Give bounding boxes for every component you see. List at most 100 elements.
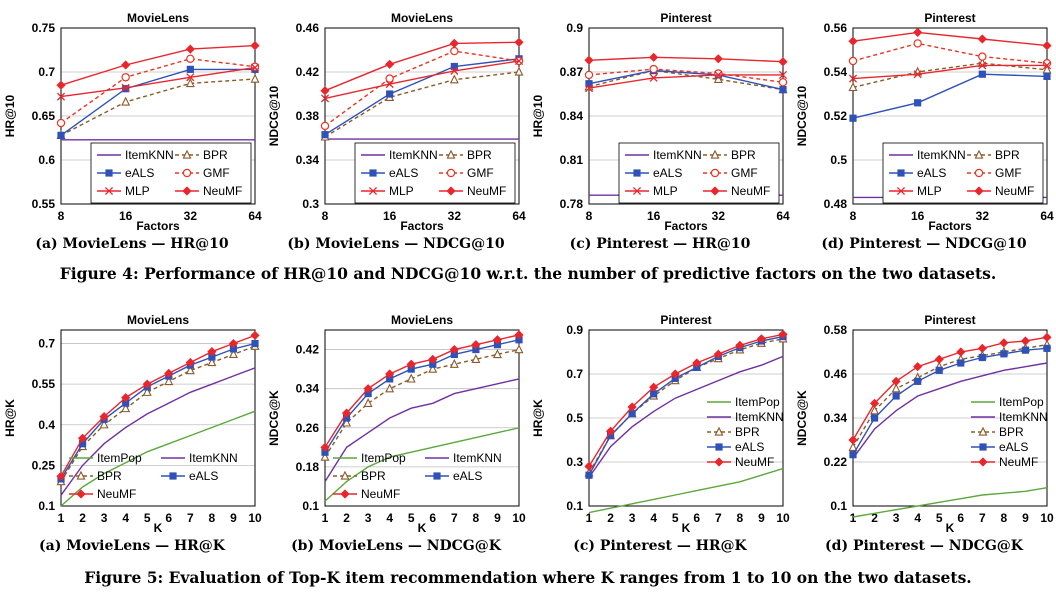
y-tick-label: 0.58 [824, 323, 848, 337]
data-point [450, 66, 459, 75]
y-tick-label: 0.56 [824, 21, 848, 35]
legend-label: eALS [917, 166, 946, 180]
legend-item-eals: eALS [361, 166, 418, 180]
x-tick-label: 3 [365, 511, 372, 525]
series-eals [321, 55, 523, 139]
legend-marker [714, 457, 724, 467]
y-tick-label: 0.26 [296, 421, 320, 435]
data-point [406, 373, 416, 383]
legend-label: GMF [467, 166, 494, 180]
data-point [342, 414, 351, 422]
legend-marker [105, 169, 113, 177]
chart-title: Pinterest [660, 11, 711, 25]
y-axis-label: HR@K [3, 399, 17, 437]
legend: ItemKNN BPR eALS GMF MLP NeuMF [354, 142, 516, 204]
series-line [60, 345, 256, 482]
series-itempop [60, 410, 256, 507]
series-itemknn [588, 355, 784, 478]
data-point [515, 336, 523, 344]
data-point [956, 347, 966, 357]
x-tick-label: 9 [230, 511, 237, 525]
y-tick-label: 0.25 [32, 458, 56, 472]
data-point [1043, 344, 1051, 352]
series-line [852, 487, 1048, 518]
data-point [934, 354, 944, 364]
legend-item-bpr: BPR [333, 469, 386, 483]
data-point [229, 345, 238, 353]
data-point [627, 402, 637, 412]
data-point [320, 121, 330, 131]
legend-label: BPR [999, 425, 1024, 439]
data-point [628, 410, 636, 418]
x-tick-label: 4 [386, 511, 393, 525]
x-tick-label: 64 [512, 209, 526, 223]
x-axis-label: Factors [664, 219, 708, 233]
data-point [364, 389, 372, 398]
y-tick-label: 0.7 [566, 367, 583, 381]
x-tick-label: 6 [957, 511, 964, 525]
series-line [852, 336, 1048, 441]
data-point [870, 414, 879, 422]
data-point [407, 365, 415, 373]
series-line [588, 355, 784, 478]
data-point [186, 65, 194, 73]
data-point [778, 78, 788, 87]
series-line [588, 335, 784, 476]
data-point [121, 60, 131, 70]
legend-label: NeuMF [731, 184, 770, 198]
legend-marker [76, 489, 86, 499]
legend-label: ItemPop [361, 451, 406, 465]
data-point [121, 393, 131, 403]
series-gmf [848, 39, 1052, 68]
x-tick-label: 10 [776, 511, 790, 525]
legend-label: NeuMF [361, 487, 400, 501]
x-tick-label: 9 [494, 511, 501, 525]
data-point [585, 80, 593, 88]
x-tick-label: 64 [248, 209, 262, 223]
data-point [848, 82, 858, 92]
data-point [385, 383, 395, 393]
x-tick-label: 3 [629, 511, 636, 525]
plot-frame [588, 329, 784, 507]
legend-label: BPR [731, 148, 756, 162]
data-point [56, 471, 66, 481]
chart-title: Pinterest [924, 11, 975, 25]
y-tick-label: 0.3 [302, 197, 319, 211]
x-tick-label: 16 [119, 209, 133, 223]
y-tick-label: 0.34 [824, 411, 848, 425]
x-tick-label: 8 [209, 511, 216, 525]
data-point [848, 56, 858, 66]
data-point [250, 63, 260, 72]
fig4-subcaption-b: (b) MovieLens — NDCG@10 [287, 236, 505, 252]
data-point [320, 451, 330, 461]
legend-item-neumf: NeuMF [175, 184, 242, 198]
legend-marker [340, 489, 350, 499]
series-line [60, 342, 256, 480]
series-line [324, 41, 520, 92]
series-neumf [320, 37, 524, 96]
series-itemknn [324, 378, 520, 482]
series-bpr [56, 73, 260, 140]
x-tick-label: 2 [871, 511, 878, 525]
data-point [977, 34, 987, 44]
data-point [385, 80, 394, 89]
data-point [228, 349, 238, 359]
data-point [891, 383, 901, 393]
data-point [714, 70, 723, 79]
data-point [385, 369, 395, 379]
data-point [185, 44, 195, 54]
y-tick-label: 0.84 [560, 109, 584, 123]
x-tick-label: 3 [893, 511, 900, 525]
data-point [584, 70, 594, 80]
y-tick-label: 0.3 [566, 455, 583, 469]
x-tick-label: 7 [451, 511, 458, 525]
x-tick-label: 8 [322, 209, 329, 223]
legend-label: MLP [653, 184, 678, 198]
x-tick-label: 16 [647, 209, 661, 223]
data-point [164, 376, 174, 386]
x-tick-label: 2 [79, 511, 86, 525]
legend-item-bpr: BPR [69, 469, 122, 483]
data-point [449, 38, 459, 48]
